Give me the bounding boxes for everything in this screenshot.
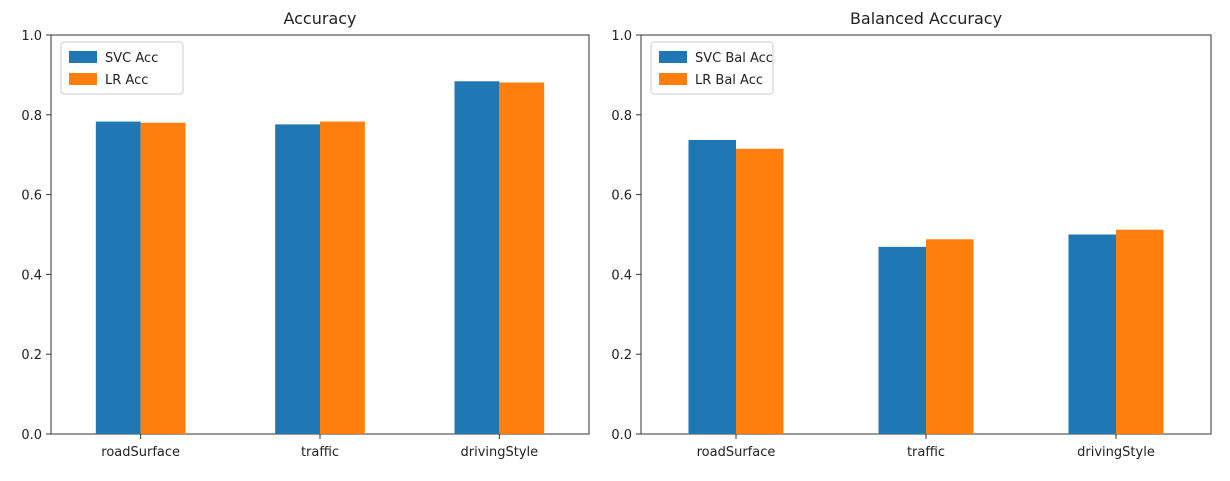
- chart-1-y-tick-label: 0.4: [21, 268, 42, 283]
- chart-1-x-tick-label: roadSurface: [101, 445, 180, 460]
- chart-1-bar-1-traffic: [275, 124, 320, 434]
- chart-1-y-tick-label: 0.6: [21, 189, 42, 204]
- chart-2-y-tick-label: 0.0: [611, 428, 632, 443]
- chart-1-y-tick-label: 0.2: [21, 348, 42, 363]
- chart-1-bar-2-drivingStyle: [499, 82, 545, 434]
- chart-2-legend-label-2: LR Bal Acc: [695, 73, 763, 88]
- chart-2-bar-1-roadSurface: [688, 139, 736, 434]
- chart-1-x-tick-label: drivingStyle: [460, 445, 538, 460]
- chart-2-bar-1-traffic: [878, 246, 926, 434]
- chart-2-y-tick-label: 0.6: [611, 189, 632, 204]
- chart-2-legend-swatch-1: [659, 51, 687, 63]
- chart-2-bar-2-roadSurface: [736, 148, 784, 434]
- chart-1-legend-swatch-2: [69, 73, 97, 85]
- chart-1-bar-2-traffic: [320, 121, 365, 434]
- chart-2-y-tick-label: 0.4: [611, 268, 632, 283]
- chart-2-bar-1-drivingStyle: [1068, 234, 1116, 434]
- chart-2-x-tick-label: traffic: [907, 445, 945, 460]
- chart-1-x-tick-label: traffic: [301, 445, 339, 460]
- chart-1-title: Accuracy: [283, 9, 356, 28]
- chart-2-y-tick-label: 0.8: [611, 109, 632, 124]
- chart-1-y-tick-label: 0.8: [21, 109, 42, 124]
- chart-2-bar-2-drivingStyle: [1116, 229, 1164, 434]
- chart-2-legend-label-1: SVC Bal Acc: [695, 51, 773, 66]
- chart-1-legend-label-2: LR Acc: [105, 73, 148, 88]
- chart-1-bar-1-roadSurface: [95, 121, 141, 434]
- chart-2-title: Balanced Accuracy: [850, 9, 1002, 28]
- chart-2-y-tick-label: 0.2: [611, 348, 632, 363]
- chart-2-x-tick-label: roadSurface: [697, 445, 776, 460]
- chart-2-bar-2-traffic: [926, 239, 974, 434]
- chart-2-x-tick-label: drivingStyle: [1077, 445, 1155, 460]
- chart-1-y-tick-label: 1.0: [21, 29, 42, 44]
- chart-1-y-tick-label: 0.0: [21, 428, 42, 443]
- chart-2-y-tick-label: 1.0: [611, 29, 632, 44]
- chart-2-legend-swatch-2: [659, 73, 687, 85]
- chart-1-legend-swatch-1: [69, 51, 97, 63]
- chart-1-bar-2-roadSurface: [140, 122, 186, 434]
- chart-1-bar-1-drivingStyle: [454, 81, 500, 434]
- chart-1-legend-label-1: SVC Acc: [105, 51, 158, 66]
